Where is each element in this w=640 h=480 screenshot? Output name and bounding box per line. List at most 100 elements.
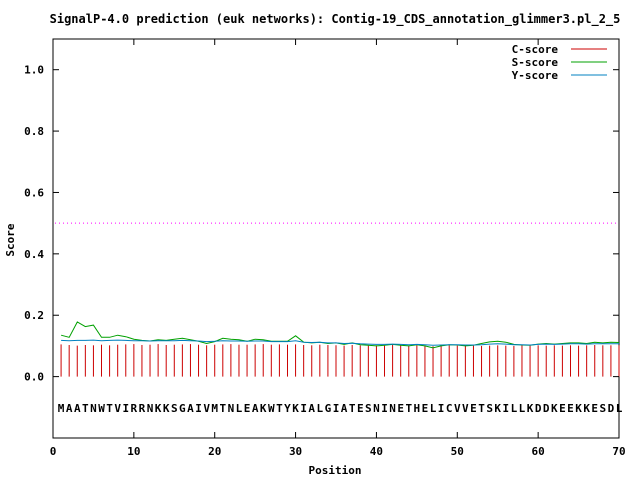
y-axis-ticks: 0.0 0.2 0.4 0.6 0.8 1.0 — [24, 64, 619, 384]
sequence-letter: K — [575, 402, 582, 415]
sequence-letter: G — [179, 402, 186, 415]
y-tick-label: 0.4 — [24, 248, 44, 261]
sequence-letter: T — [405, 402, 412, 415]
sequence-letter: E — [422, 402, 429, 415]
sequence-letter: K — [494, 402, 501, 415]
sequence-letter: I — [122, 402, 129, 415]
sequence-letter: V — [462, 402, 469, 415]
sequence-letter: I — [438, 402, 445, 415]
sequence-letter: S — [171, 402, 178, 415]
sequence-letter: V — [203, 402, 210, 415]
sequence-letter: T — [349, 402, 356, 415]
sequence-letter: L — [430, 402, 437, 415]
sequence-letter: E — [244, 402, 251, 415]
sequence-letter: A — [252, 402, 259, 415]
sequence-letter: N — [389, 402, 396, 415]
sequence-letter: N — [90, 402, 97, 415]
sequence-letter: I — [195, 402, 202, 415]
sequence-letter: E — [591, 402, 598, 415]
sequence-letter: K — [583, 402, 590, 415]
y-tick-label: 0.6 — [24, 186, 44, 199]
sequence-letter: T — [106, 402, 113, 415]
legend-label-s-score: S-score — [512, 56, 559, 69]
sequence-letter: K — [260, 402, 267, 415]
sequence-letter: R — [131, 402, 138, 415]
score-lines — [60, 321, 620, 349]
x-tick-label: 50 — [451, 445, 464, 458]
sequence-letter: K — [551, 402, 558, 415]
sequence-letter: K — [292, 402, 299, 415]
sequence-letter: A — [66, 402, 73, 415]
sequence-letter: E — [397, 402, 404, 415]
c-score-impulses — [60, 344, 620, 377]
y-axis-label: Score — [4, 223, 17, 256]
x-tick-label: 0 — [50, 445, 57, 458]
sequence-letter: N — [373, 402, 380, 415]
sequence-letter: N — [147, 402, 154, 415]
sequence-letter: A — [74, 402, 81, 415]
chart-title: SignalP-4.0 prediction (euk networks): C… — [50, 12, 621, 27]
x-tick-label: 10 — [127, 445, 140, 458]
y-tick-label: 0.8 — [24, 125, 44, 138]
sequence-letter: A — [308, 402, 315, 415]
sequence-letter: M — [58, 402, 65, 415]
sequence-letter: S — [486, 402, 493, 415]
sequence-letter: D — [608, 402, 615, 415]
x-tick-label: 40 — [370, 445, 383, 458]
x-tick-label: 70 — [612, 445, 625, 458]
sequence-letter: T — [478, 402, 485, 415]
legend-label-y-score: Y-score — [512, 69, 559, 82]
sequence-letter: D — [543, 402, 550, 415]
sequence-letter: V — [114, 402, 121, 415]
sequence-letter: K — [527, 402, 534, 415]
sequence-letter: G — [325, 402, 332, 415]
legend-label-c-score: C-score — [512, 43, 559, 56]
sequence-letter: L — [519, 402, 526, 415]
x-axis-label: Position — [309, 464, 362, 477]
legend: C-score S-score Y-score — [512, 43, 607, 82]
plot-area — [52, 38, 620, 439]
sequence-letter: E — [470, 402, 477, 415]
sequence-letter: K — [155, 402, 162, 415]
sequence-letter: D — [535, 402, 542, 415]
sequence-letter: L — [511, 402, 518, 415]
y-tick-label: 0.2 — [24, 309, 44, 322]
sequence-letter: W — [268, 402, 275, 415]
sequence-letter: T — [276, 402, 283, 415]
sequence-letter: M — [211, 402, 218, 415]
sequence-letter: S — [600, 402, 607, 415]
y-tick-label: 1.0 — [24, 64, 44, 77]
sequence-letter: S — [365, 402, 372, 415]
sequence-letter: K — [163, 402, 170, 415]
sequence-letter: E — [559, 402, 566, 415]
sequence-letter: T — [219, 402, 226, 415]
sequence-letter: H — [414, 402, 421, 415]
y-score-line — [61, 339, 619, 346]
sequence-letter: A — [341, 402, 348, 415]
x-tick-label: 30 — [289, 445, 302, 458]
sequence-letter: C — [446, 402, 453, 415]
sequence-letter: Y — [284, 402, 291, 415]
x-tick-label: 60 — [532, 445, 545, 458]
s-score-line — [60, 321, 620, 349]
y-tick-label: 0.0 — [24, 371, 44, 384]
sequence-letter: E — [357, 402, 364, 415]
x-axis-ticks: 0 10 20 30 40 50 60 70 — [50, 39, 626, 458]
sequence-letter: N — [228, 402, 235, 415]
x-tick-label: 20 — [208, 445, 221, 458]
sequence-letter: I — [300, 402, 307, 415]
sequence-letter: I — [502, 402, 509, 415]
sequence-letter: V — [454, 402, 461, 415]
sequence-letter: L — [236, 402, 243, 415]
sequence-letter: L — [317, 402, 324, 415]
sequence-letter: W — [98, 402, 105, 415]
sequence-letter: R — [139, 402, 146, 415]
sequence-letter: T — [82, 402, 89, 415]
sequence-letter: A — [187, 402, 194, 415]
sequence-letter: I — [381, 402, 388, 415]
sequence-letter: I — [333, 402, 340, 415]
sequence-letter: L — [616, 402, 623, 415]
sequence-letter: E — [567, 402, 574, 415]
